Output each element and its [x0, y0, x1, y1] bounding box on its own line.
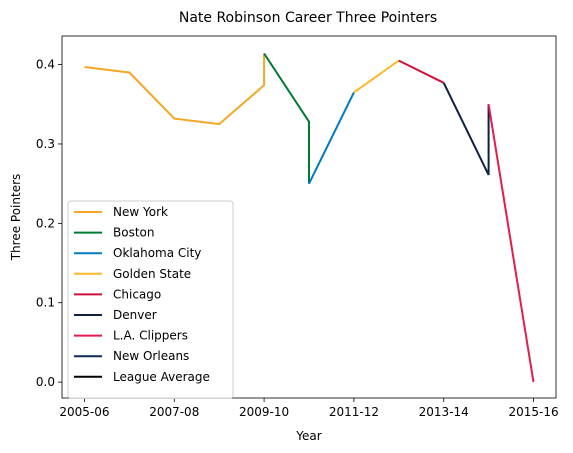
series-line-6 — [489, 104, 534, 382]
x-axis: 2005-06 2007-08 2009-10 2011-12 2013-14 2015-… — [59, 398, 558, 419]
series-line-3 — [354, 61, 399, 93]
x-tick-label: 2009-10 — [239, 405, 289, 419]
series-line-1 — [264, 54, 309, 184]
y-tick-label: 0.2 — [36, 216, 55, 230]
legend-entry: League Average — [113, 370, 210, 384]
legend-entry: Boston — [113, 226, 154, 240]
series-line-2 — [309, 92, 354, 183]
legend-entry: Chicago — [113, 287, 161, 301]
x-tick-label: 2007-08 — [149, 405, 199, 419]
y-axis-title: Three Pointers — [9, 174, 23, 262]
x-tick-label: 2011-12 — [329, 405, 379, 419]
legend-entry: New Orleans — [113, 349, 189, 363]
legend-entry: New York — [113, 205, 168, 219]
x-axis-title: Year — [295, 429, 321, 443]
x-tick-label: 2015-16 — [508, 405, 558, 419]
legend: New York Boston Oklahoma City Golden State C… — [68, 201, 233, 398]
series-line-5 — [444, 83, 489, 175]
y-tick-label: 0.0 — [36, 375, 55, 389]
legend-entry: Oklahoma City — [113, 246, 201, 260]
y-tick-label: 0.1 — [36, 296, 55, 310]
x-tick-label: 2013-14 — [419, 405, 469, 419]
legend-entry: Golden State — [113, 267, 191, 281]
legend-entry: L.A. Clippers — [113, 329, 188, 343]
y-tick-label: 0.3 — [36, 137, 55, 151]
y-axis: 0.0 0.1 0.2 0.3 0.4 — [36, 58, 62, 390]
series-line-0 — [85, 54, 265, 125]
y-tick-label: 0.4 — [36, 58, 55, 72]
chart-title: Nate Robinson Career Three Pointers — [179, 10, 437, 26]
legend-entry: Denver — [113, 308, 157, 322]
x-tick-label: 2005-06 — [59, 405, 109, 419]
series-line-4 — [399, 61, 444, 83]
